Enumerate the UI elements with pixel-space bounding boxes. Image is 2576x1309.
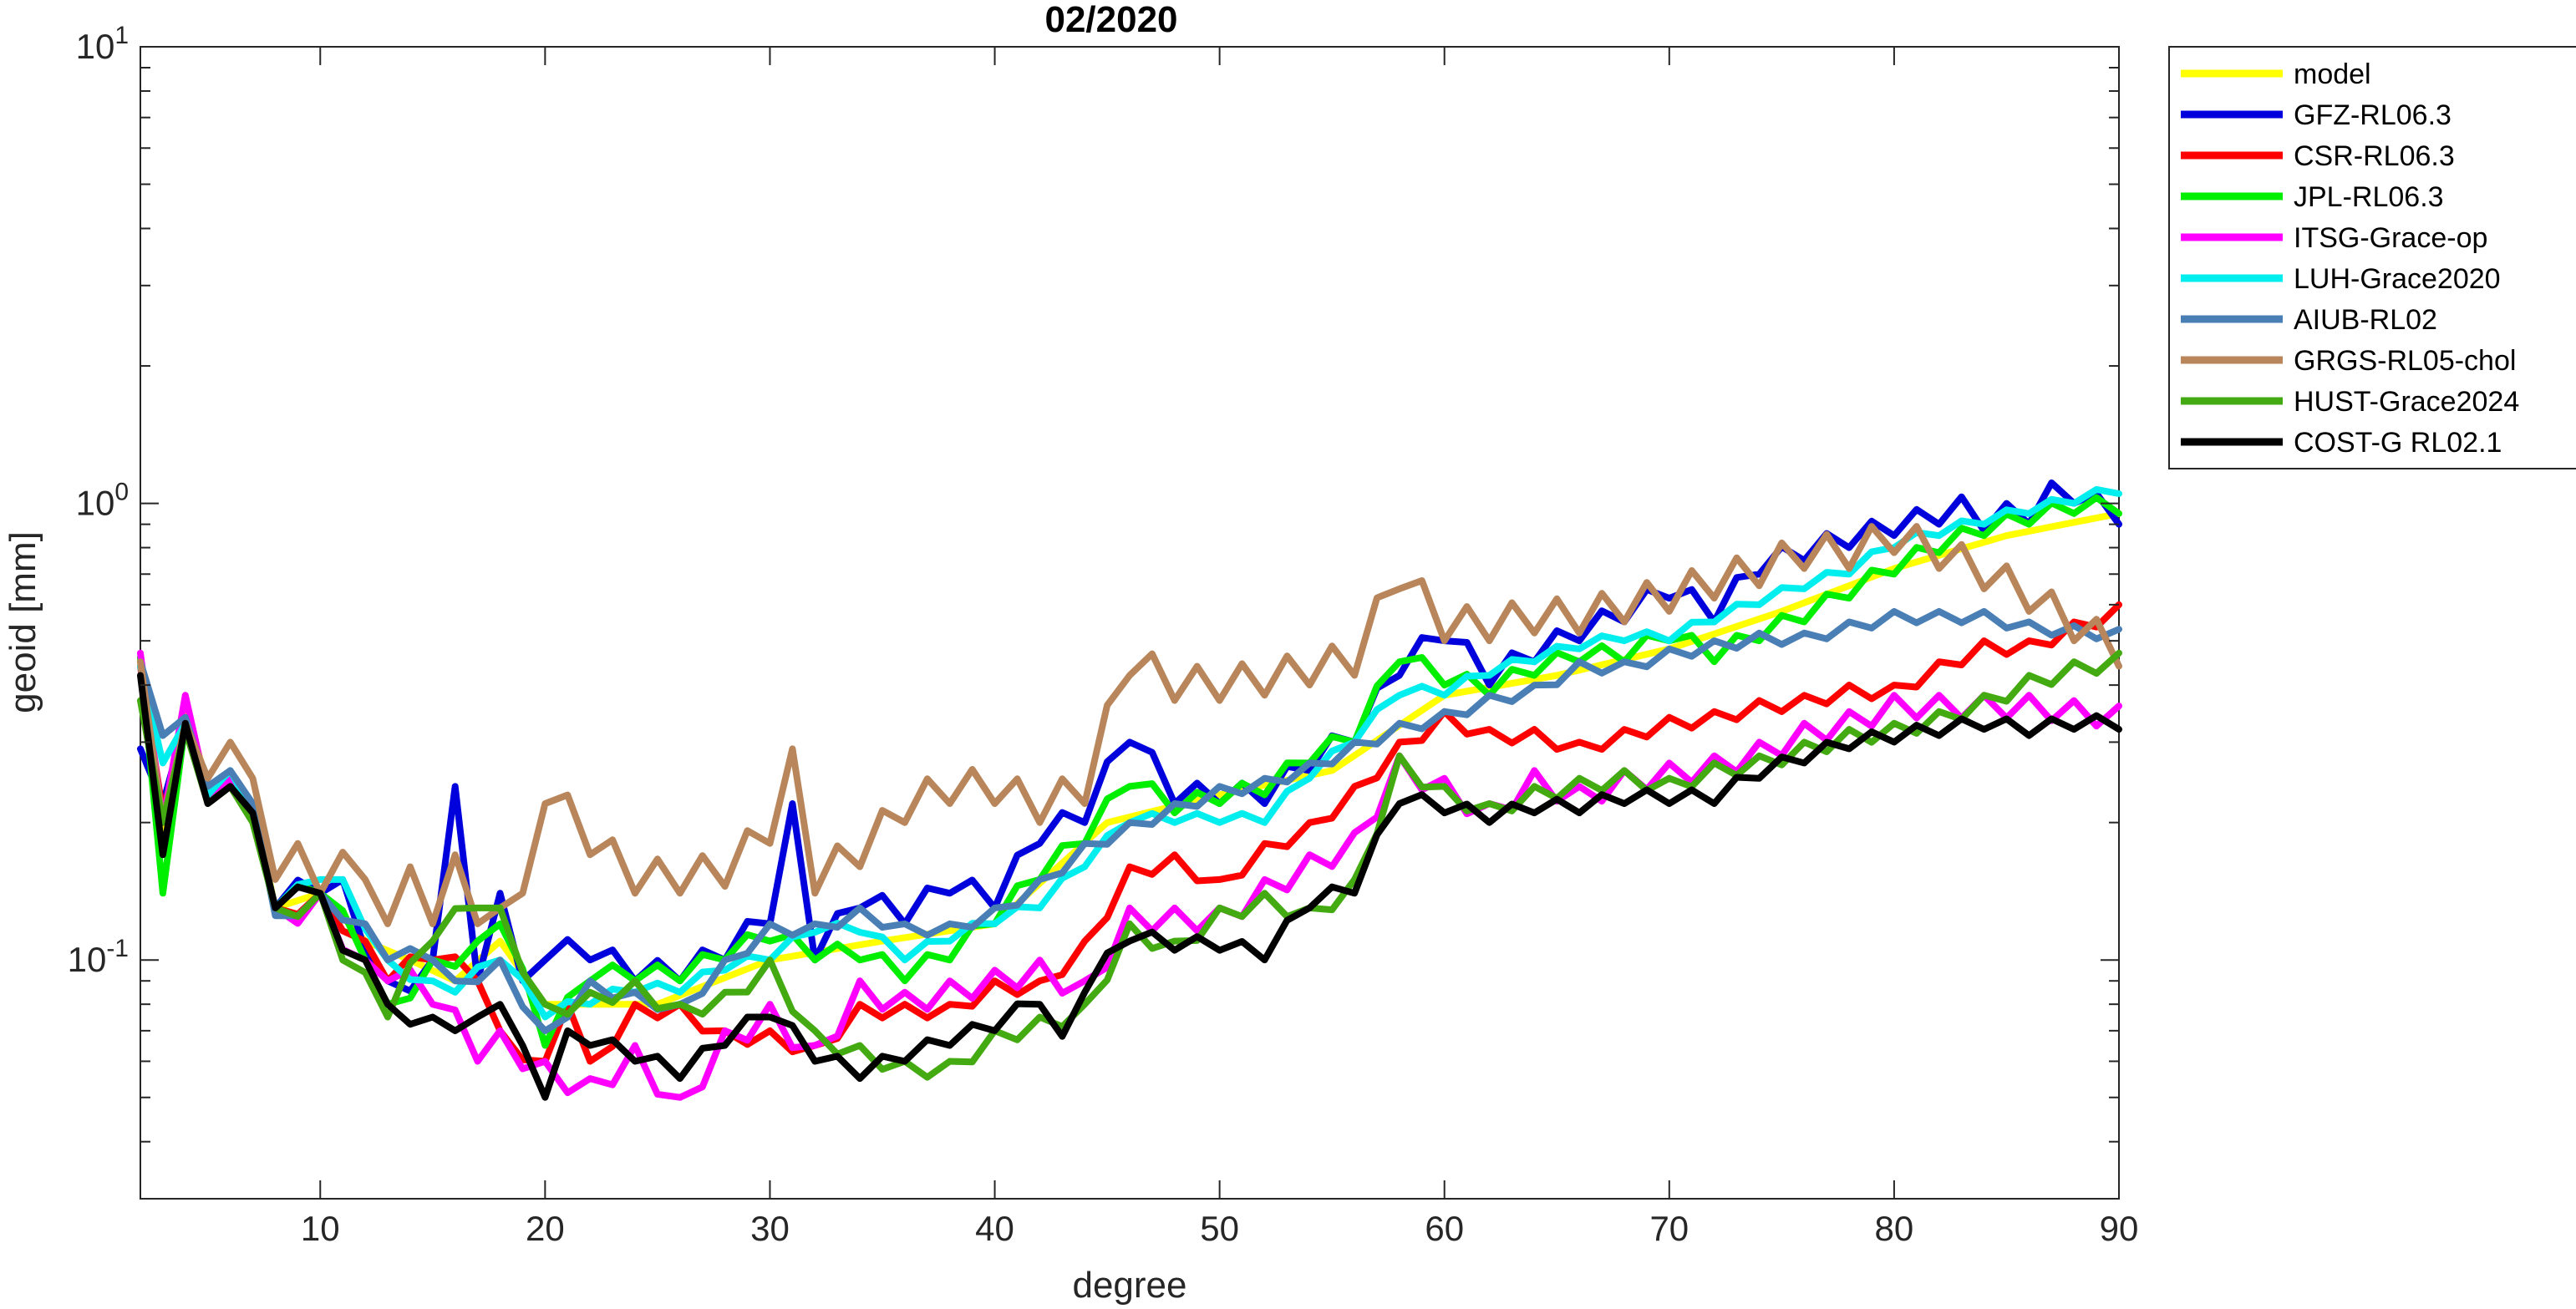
legend-items: model GFZ-RL06.3 CSR-RL06.3 JPL-RL06.3 ITSG-… (2181, 58, 2519, 459)
series-line-itsg-grace-op (137, 649, 2122, 1101)
legend-label-model: model (2294, 58, 2371, 90)
x-tick-label: 20 (526, 1209, 565, 1248)
series-line-aiub-rl02 (137, 607, 2122, 1034)
x-tick-label: 30 (750, 1209, 790, 1248)
y-tick-label: 101 (76, 22, 129, 66)
chart-title: 02/2020 (1044, 0, 1177, 40)
x-tick-label: 60 (1425, 1209, 1464, 1248)
x-tick-label: 40 (975, 1209, 1014, 1248)
series-line-model (137, 510, 2122, 1008)
series-layer (137, 479, 2122, 1101)
series-line-grgs-rl05-chol (137, 523, 2122, 927)
legend-label-gfz-rl06-3: GFZ-RL06.3 (2294, 99, 2452, 131)
plot-area: 10 20 30 40 50 60 70 80 90 10-1 100 101 (68, 22, 2139, 1248)
y-tick-label: 100 (76, 479, 129, 523)
y-axis-label: geoid [mm] (3, 531, 43, 713)
legend-label-aiub-rl02: AIUB-RL02 (2294, 304, 2437, 336)
legend-label-csr-rl06-3: CSR-RL06.3 (2294, 140, 2455, 172)
series-line-cost-g-rl02-1 (137, 672, 2122, 1101)
legend-label-cost-g-rl02-1: COST-G RL02.1 (2294, 427, 2502, 459)
legend-label-grgs-rl05-chol: GRGS-RL05-chol (2294, 345, 2516, 377)
x-axis-label: degree (1072, 1265, 1186, 1306)
legend-label-hust-grace2024: HUST-Grace2024 (2294, 386, 2519, 418)
plot-frame (140, 46, 2120, 1200)
x-tick-label: 50 (1200, 1209, 1239, 1248)
legend-label-luh-grace2020: LUH-Grace2020 (2294, 263, 2501, 295)
legend: model GFZ-RL06.3 CSR-RL06.3 JPL-RL06.3 ITSG-… (2168, 46, 2576, 469)
x-tick-label: 80 (1875, 1209, 1914, 1248)
legend-label-jpl-rl06-3: JPL-RL06.3 (2294, 181, 2444, 213)
x-tick-label: 70 (1649, 1209, 1689, 1248)
x-tick-label: 90 (2100, 1209, 2139, 1248)
tick-layer: 10 20 30 40 50 60 70 80 90 10-1 100 101 (68, 22, 2139, 1248)
series-line-jpl-rl06-3 (137, 494, 2122, 1049)
x-tick-label: 10 (301, 1209, 340, 1248)
legend-label-itsg-grace-op: ITSG-Grace-op (2294, 222, 2487, 254)
y-tick-label: 10-1 (68, 935, 129, 979)
